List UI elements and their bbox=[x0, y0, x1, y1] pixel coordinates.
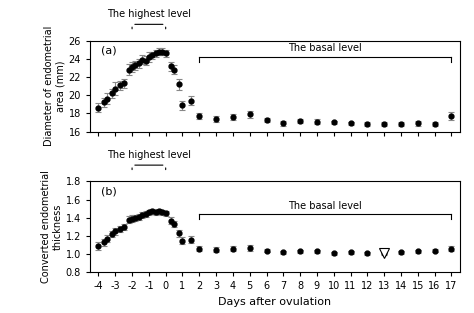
Y-axis label: Converted endometrial
thickness: Converted endometrial thickness bbox=[41, 171, 63, 283]
Text: The basal level: The basal level bbox=[289, 201, 362, 211]
Text: The highest level: The highest level bbox=[107, 150, 191, 160]
Y-axis label: Diameter of endometrial
area (mm): Diameter of endometrial area (mm) bbox=[44, 26, 66, 146]
Text: The highest level: The highest level bbox=[107, 9, 191, 19]
X-axis label: Days after ovulation: Days after ovulation bbox=[219, 297, 331, 307]
Text: (b): (b) bbox=[101, 186, 117, 196]
Text: (a): (a) bbox=[101, 45, 117, 55]
Text: The basal level: The basal level bbox=[289, 44, 362, 54]
